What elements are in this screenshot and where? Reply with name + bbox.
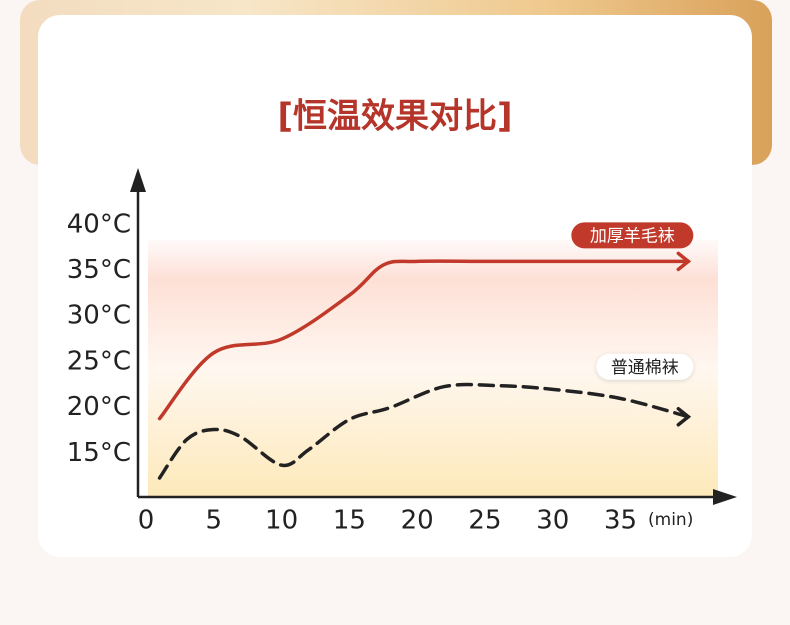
y-tick-label: 15°C <box>67 438 131 468</box>
series-tag <box>596 353 694 380</box>
x-tick-label: 30 <box>536 506 569 536</box>
y-axis-arrow <box>130 168 146 192</box>
series-line <box>157 259 691 421</box>
x-tick-label: 35 <box>604 506 637 536</box>
y-tick-label: 20°C <box>67 392 131 422</box>
line-arrow <box>676 251 692 272</box>
x-axis-arrow <box>713 489 737 505</box>
line-arrow <box>676 407 692 427</box>
plot: 15°C 20°C 25°C 30°C 35°C 40°C 0 5 10 15 20 25 30 35 (m… <box>67 168 737 536</box>
y-tick-label: 40°C <box>67 209 131 239</box>
y-tick-label: 35°C <box>67 255 131 285</box>
series-tag <box>571 222 694 249</box>
x-tick-label: 25 <box>468 506 501 536</box>
x-unit: (min) <box>648 510 693 530</box>
chart-title: [恒温效果对比] <box>277 97 512 137</box>
y-tick-label: 30°C <box>67 301 131 331</box>
series-line <box>157 382 691 480</box>
x-tick-label: 5 <box>206 506 223 536</box>
x-tick-label: 20 <box>401 506 434 536</box>
y-tick-label: 25°C <box>67 346 131 376</box>
x-tick-label: 10 <box>265 506 298 536</box>
legend-label: 普通棉袜 <box>611 358 679 378</box>
legend-label: 加厚羊毛袜 <box>590 226 675 246</box>
x-tick-label: 15 <box>333 506 366 536</box>
x-tick-label: 0 <box>138 506 155 536</box>
